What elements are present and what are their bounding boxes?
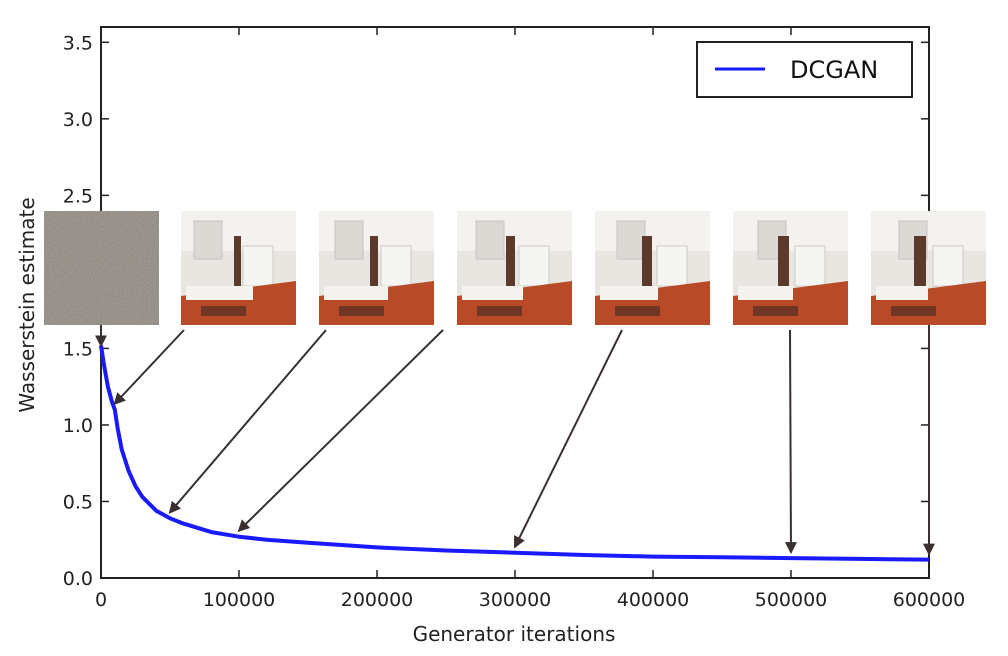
x-tick-label: 300000 bbox=[479, 589, 552, 611]
annotation-arrow bbox=[514, 329, 623, 549]
sample-thumbnails bbox=[44, 211, 986, 325]
x-axis: 0 100000 200000 300000 400000 500000 600000 bbox=[95, 27, 965, 611]
y-tick-label: 3.0 bbox=[63, 109, 93, 131]
x-tick-label: 400000 bbox=[617, 589, 690, 611]
sample-thumbnail bbox=[319, 211, 434, 325]
annotation-arrow bbox=[784, 329, 797, 555]
annotation-arrow bbox=[113, 329, 185, 406]
legend-box bbox=[696, 41, 913, 98]
x-tick-label: 200000 bbox=[341, 589, 414, 611]
annotation-arrow bbox=[237, 329, 444, 533]
legend: DCGAN bbox=[696, 41, 913, 98]
sample-thumbnail bbox=[871, 211, 986, 325]
series-layer bbox=[99, 345, 930, 562]
sample-thumbnail bbox=[733, 211, 848, 325]
sample-thumbnail bbox=[595, 211, 710, 325]
x-tick-label: 0 bbox=[95, 589, 107, 611]
sample-thumbnail bbox=[181, 211, 296, 325]
y-axis-label: Wasserstein estimate bbox=[15, 197, 39, 412]
y-tick-label: 1.5 bbox=[63, 338, 93, 360]
annotation-arrows bbox=[95, 325, 935, 556]
y-tick-label: 0.5 bbox=[63, 491, 93, 513]
x-tick-label: 500000 bbox=[755, 589, 828, 611]
legend-label-dcgan: DCGAN bbox=[790, 56, 878, 84]
y-tick-label: 0.0 bbox=[63, 568, 93, 590]
y-tick-label: 3.5 bbox=[63, 32, 93, 54]
series-line-dcgan bbox=[99, 345, 930, 562]
y-tick-label: 1.0 bbox=[63, 415, 93, 437]
annotation-arrow bbox=[168, 329, 327, 514]
y-tick-label: 2.5 bbox=[63, 185, 93, 207]
x-tick-label: 600000 bbox=[893, 589, 966, 611]
sample-thumbnail bbox=[44, 211, 159, 325]
sample-thumbnail bbox=[457, 211, 572, 325]
x-tick-label: 100000 bbox=[203, 589, 276, 611]
x-axis-label: Generator iterations bbox=[413, 622, 616, 646]
